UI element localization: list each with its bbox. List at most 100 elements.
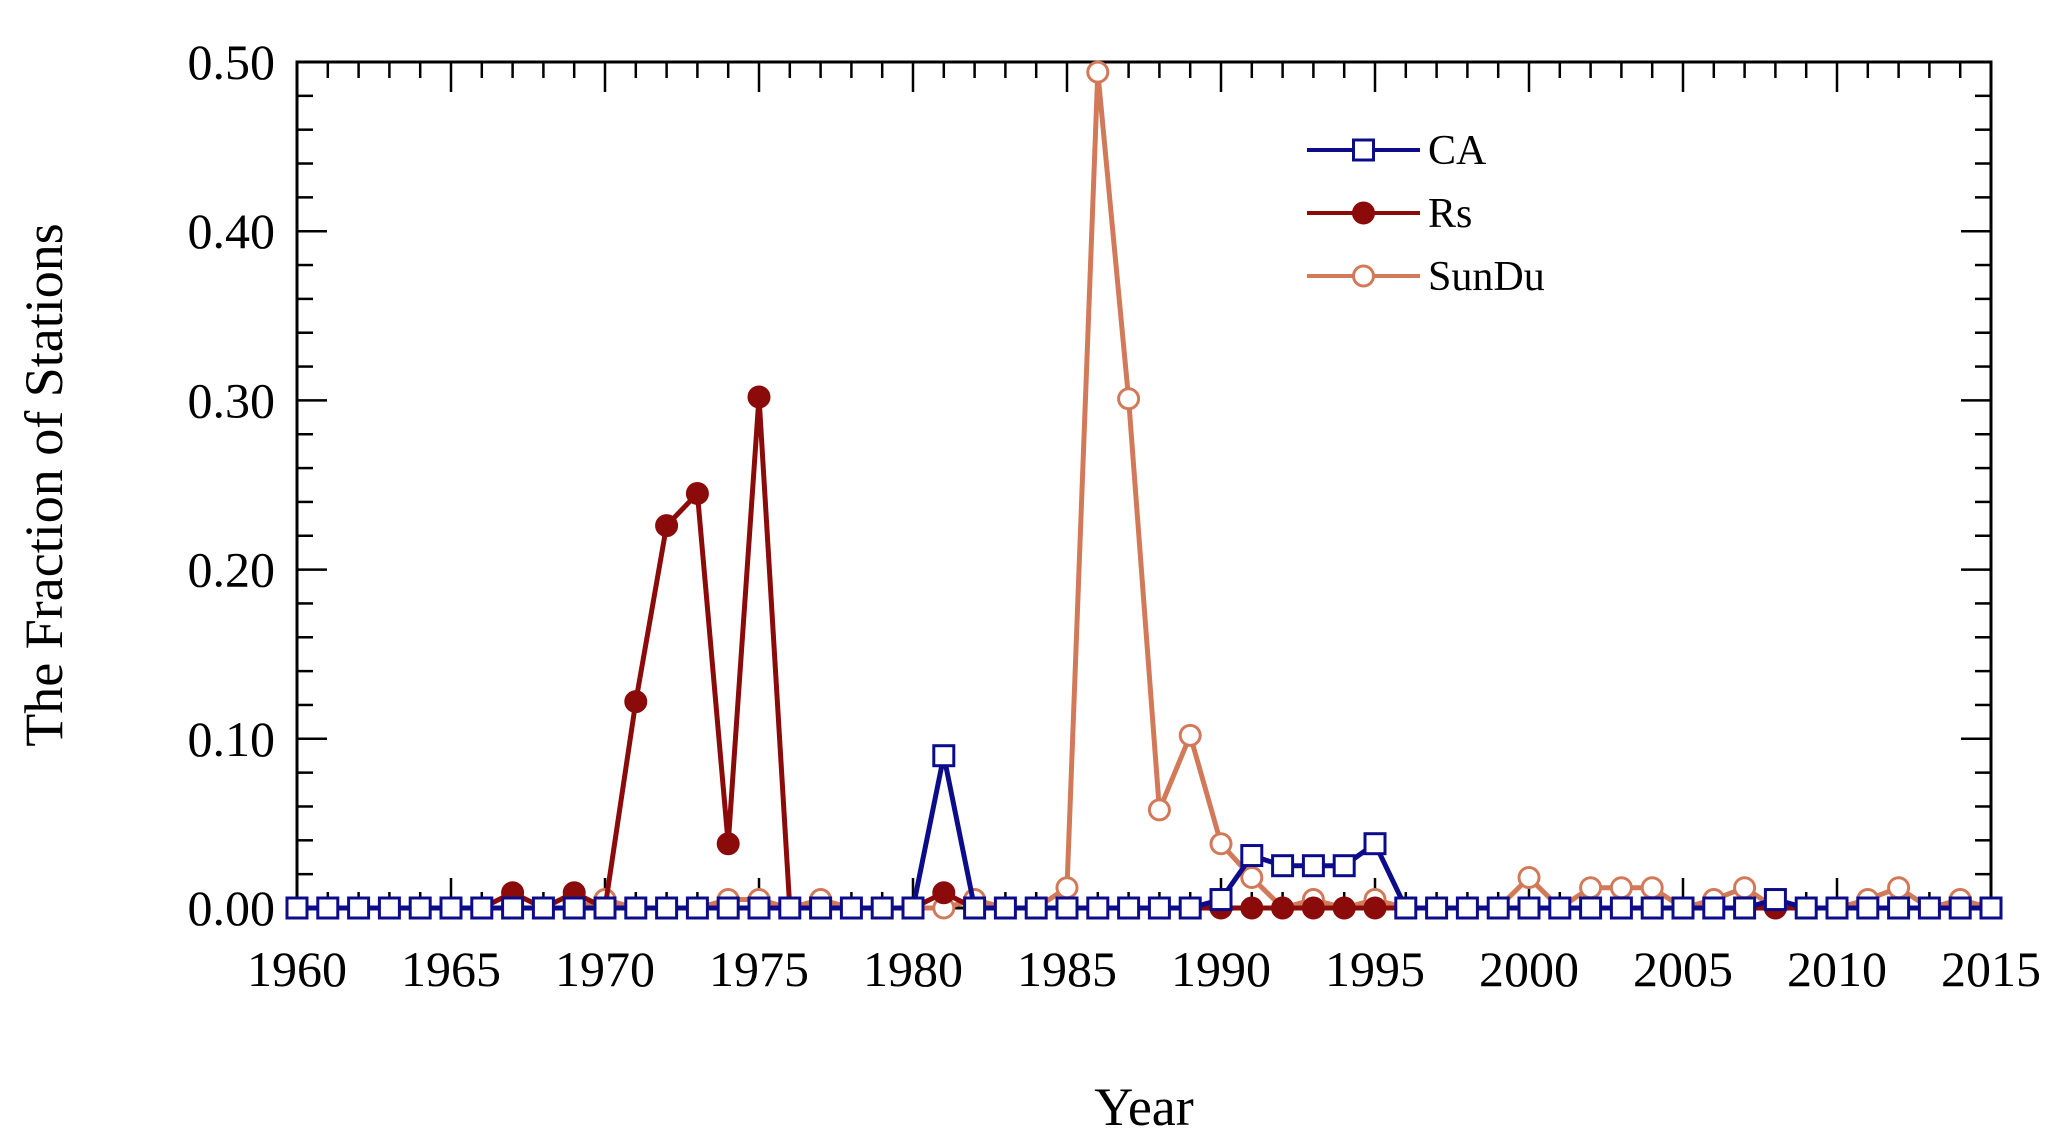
y-tick-label: 0.40 (188, 203, 276, 259)
x-tick-label: 1980 (863, 941, 963, 997)
x-tick-label: 2010 (1787, 941, 1887, 997)
x-tick-label: 1990 (1171, 941, 1271, 997)
data-point-ca (1917, 896, 1941, 920)
legend-label: Rs (1428, 191, 1472, 237)
data-point-ca (347, 896, 371, 920)
data-point-ca (1486, 896, 1510, 920)
data-point-sundu (1733, 876, 1757, 900)
x-tick-label: 2015 (1941, 941, 2041, 997)
data-point-ca (809, 896, 833, 920)
data-point-sundu (1055, 876, 1079, 900)
legend-marker (1352, 201, 1375, 225)
data-point-ca (470, 896, 494, 920)
data-point-ca (1887, 896, 1911, 920)
y-tick-label: 0.30 (188, 372, 276, 428)
data-point-ca (1579, 896, 1603, 920)
y-tick-label: 0.10 (188, 711, 276, 767)
data-point-sundu (1887, 876, 1911, 900)
legend-label: SunDu (1428, 254, 1545, 300)
data-point-rs (685, 481, 709, 505)
data-point-sundu (1147, 798, 1171, 822)
data-point-ca (1979, 896, 2003, 920)
data-point-ca (901, 896, 925, 920)
y-tick-label: 0.20 (188, 542, 276, 598)
legend-marker (1352, 138, 1375, 162)
data-point-ca (624, 896, 648, 920)
data-point-rs (1271, 896, 1295, 920)
data-point-sundu (1240, 866, 1264, 890)
legend-item-ca: CA (1307, 128, 1487, 174)
data-point-ca (1425, 896, 1449, 920)
data-point-ca (870, 896, 894, 920)
data-point-sundu (1178, 723, 1202, 747)
data-point-sundu (1579, 876, 1603, 900)
data-point-ca (1240, 844, 1264, 868)
data-point-ca (1147, 896, 1171, 920)
data-point-rs (1240, 896, 1264, 920)
data-point-rs (1332, 896, 1356, 920)
data-point-ca (531, 896, 555, 920)
data-point-ca (1455, 896, 1479, 920)
data-point-ca (1763, 888, 1787, 912)
data-point-sundu (1117, 387, 1141, 411)
plot-frame (295, 60, 1993, 910)
data-point-rs (716, 832, 740, 856)
data-point-ca (316, 896, 340, 920)
x-axis-title: Year (1094, 1077, 1194, 1137)
legend-marker (1352, 264, 1375, 288)
series-layer (285, 60, 2003, 920)
data-point-rs (1363, 896, 1387, 920)
legend-item-rs: Rs (1307, 191, 1472, 237)
x-tick-label: 1995 (1325, 941, 1425, 997)
data-point-ca (839, 896, 863, 920)
data-point-ca (593, 896, 617, 920)
data-point-rs (624, 690, 648, 714)
data-point-ca (1363, 832, 1387, 856)
data-point-ca (1209, 888, 1233, 912)
data-point-ca (1794, 896, 1818, 920)
data-point-ca (285, 896, 309, 920)
series-line-rs (297, 394, 1991, 911)
series-line-sundu (297, 69, 1992, 911)
data-point-ca (932, 744, 956, 768)
y-tick-label: 0.00 (188, 880, 276, 936)
y-axis-title: The Fraction of Stations (14, 223, 74, 746)
data-point-rs (1301, 896, 1325, 920)
y-tick-label: 0.50 (188, 34, 276, 90)
x-tick-label: 2005 (1633, 941, 1733, 997)
x-tick-label: 1985 (1017, 941, 1117, 997)
x-tick-label: 2000 (1479, 941, 1579, 997)
data-point-sundu (1640, 876, 1664, 900)
data-point-ca (1086, 896, 1110, 920)
data-point-ca (1055, 896, 1079, 920)
series-rs (285, 385, 2003, 920)
data-point-ca (1271, 854, 1295, 878)
data-point-ca (1640, 896, 1664, 920)
data-point-ca (716, 896, 740, 920)
data-point-sundu (1209, 832, 1233, 856)
data-point-ca (1671, 896, 1695, 920)
x-tick-label: 1965 (401, 941, 501, 997)
data-point-ca (377, 896, 401, 920)
data-point-ca (963, 896, 987, 920)
series-ca (285, 744, 2003, 920)
x-axis-ticks: 1960 1965 1970 1975 1980 1985 1990 1995 2000 2005… (247, 62, 2041, 997)
data-point-rs (747, 385, 771, 409)
data-point-ca (1517, 896, 1541, 920)
data-point-sundu (1086, 60, 1110, 84)
data-point-ca (993, 896, 1017, 920)
plot-area (295, 60, 1993, 910)
data-point-ca (1548, 896, 1572, 920)
data-point-ca (1178, 896, 1202, 920)
data-point-ca (1825, 896, 1849, 920)
data-point-ca (408, 896, 432, 920)
data-point-ca (1301, 854, 1325, 878)
data-point-ca (1394, 896, 1418, 920)
data-point-ca (439, 896, 463, 920)
x-tick-label: 1960 (247, 941, 347, 997)
data-point-ca (778, 896, 802, 920)
legend-item-sundu: SunDu (1307, 254, 1545, 300)
data-point-ca (1702, 896, 1726, 920)
legend: CA Rs SunDu (1307, 128, 1545, 300)
